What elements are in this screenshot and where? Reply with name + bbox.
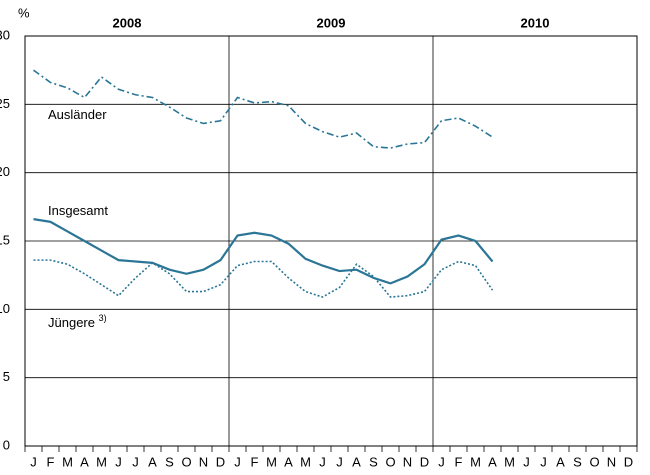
x-tick-label: M [504, 454, 515, 469]
x-tick-label: N [403, 454, 412, 469]
series-label: Insgesamt [48, 203, 108, 218]
x-tick-label: J [540, 454, 547, 469]
x-tick-label: J [523, 454, 530, 469]
x-tick-label: O [385, 454, 395, 469]
x-tick-label: A [284, 454, 293, 469]
y-tick-label: 5 [3, 369, 10, 384]
x-tick-label: M [266, 454, 277, 469]
x-tick-label: N [199, 454, 208, 469]
x-tick-label: O [181, 454, 191, 469]
x-tick-label: J [438, 454, 445, 469]
x-tick-label: S [369, 454, 378, 469]
unit-label: % [18, 5, 30, 20]
x-tick-label: A [488, 454, 497, 469]
series-name: Jüngere [48, 315, 95, 330]
series-name: Insgesamt [48, 203, 108, 218]
x-tick-label: D [420, 454, 429, 469]
x-tick-label: M [62, 454, 73, 469]
series-line [33, 69, 493, 149]
x-tick-label: J [132, 454, 139, 469]
x-tick-label: M [300, 454, 311, 469]
series-label: Ausländer [48, 107, 107, 122]
series-label: Jüngere 3) [48, 313, 107, 330]
series-name: Ausländer [48, 107, 107, 122]
x-tick-label: J [319, 454, 326, 469]
x-tick-label: M [96, 454, 107, 469]
year-label: 2009 [317, 15, 346, 30]
x-tick-label: M [470, 454, 481, 469]
y-tick-label: 15 [0, 232, 10, 247]
y-tick-label: 25 [0, 96, 10, 111]
x-tick-label: J [336, 454, 343, 469]
x-tick-label: A [556, 454, 565, 469]
y-tick-label: 10 [0, 301, 10, 316]
x-tick-label: A [80, 454, 89, 469]
x-tick-label: N [607, 454, 616, 469]
year-label: 2010 [521, 15, 550, 30]
x-tick-label: J [234, 454, 241, 469]
x-tick-label: J [30, 454, 37, 469]
x-tick-label: D [216, 454, 225, 469]
x-tick-label: F [455, 454, 463, 469]
y-tick-label: 20 [0, 164, 10, 179]
x-tick-label: A [352, 454, 361, 469]
series-line [33, 218, 494, 285]
y-tick-label: 0 [3, 437, 10, 452]
x-tick-label: O [589, 454, 599, 469]
y-tick-label: 30 [0, 27, 10, 42]
footnote: 3) [99, 313, 107, 323]
year-label: 2008 [113, 15, 142, 30]
x-tick-label: J [115, 454, 122, 469]
series-line [33, 259, 494, 298]
x-tick-label: F [251, 454, 259, 469]
x-tick-label: A [148, 454, 157, 469]
x-tick-label: S [165, 454, 174, 469]
x-tick-label: S [573, 454, 582, 469]
x-tick-label: F [47, 454, 55, 469]
x-tick-label: D [624, 454, 633, 469]
